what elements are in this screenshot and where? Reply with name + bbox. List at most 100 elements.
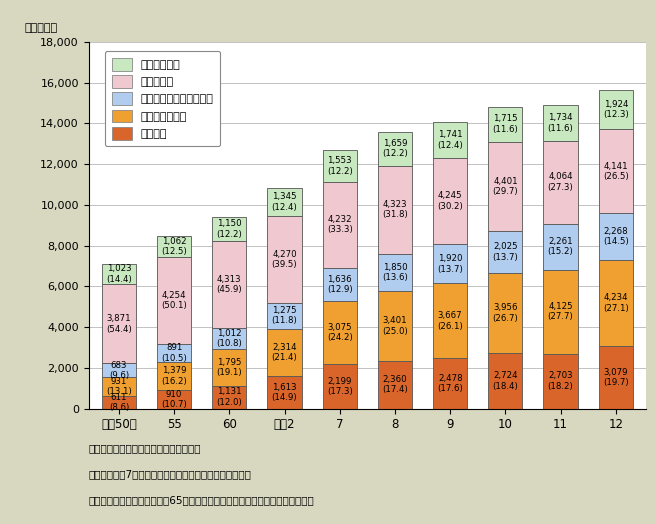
Text: 4,323
(31.8): 4,323 (31.8) [382, 200, 408, 219]
Text: 2,703
(18.2): 2,703 (18.2) [548, 372, 573, 391]
Text: 4,254
(50.1): 4,254 (50.1) [161, 291, 187, 310]
Bar [543, 140, 578, 224]
Bar [378, 254, 412, 291]
Text: 1,659
(12.2): 1,659 (12.2) [382, 139, 408, 158]
Text: 1,131
(12.0): 1,131 (12.0) [216, 387, 242, 407]
Text: 1,924
(12.3): 1,924 (12.3) [603, 100, 628, 119]
Bar [213, 241, 247, 329]
Text: （注２）（　）内の数字は、65歳以上の者のいる世帯総数に占める割合（％）: （注２）（ ）内の数字は、65歳以上の者のいる世帯総数に占める割合（％） [89, 495, 314, 505]
Text: 3,401
(25.0): 3,401 (25.0) [382, 316, 408, 336]
Bar [213, 217, 247, 241]
Text: 4,270
(39.5): 4,270 (39.5) [272, 249, 297, 269]
Bar [268, 329, 302, 376]
Text: 611
(8.6): 611 (8.6) [109, 393, 129, 412]
Text: 1,553
(12.2): 1,553 (12.2) [327, 156, 353, 176]
Bar [488, 141, 522, 231]
Text: （注１）平成7年の数値は、兵庫県を除いたものである。: （注１）平成7年の数値は、兵庫県を除いたものである。 [89, 469, 251, 479]
Text: 2,199
(17.3): 2,199 (17.3) [327, 377, 353, 396]
Text: 2,360
(17.4): 2,360 (17.4) [382, 375, 408, 395]
Bar [268, 376, 302, 409]
Bar [323, 364, 357, 409]
Text: 1,150
(12.2): 1,150 (12.2) [216, 219, 242, 238]
Text: 4,125
(27.7): 4,125 (27.7) [548, 302, 573, 321]
Text: 683
(9.6): 683 (9.6) [109, 361, 129, 380]
Bar [433, 244, 467, 283]
Text: 4,245
(30.2): 4,245 (30.2) [438, 191, 463, 211]
Text: 2,314
(21.4): 2,314 (21.4) [272, 343, 297, 362]
Text: 2,724
(18.4): 2,724 (18.4) [493, 372, 518, 391]
Bar [488, 231, 522, 272]
Text: 910
(10.7): 910 (10.7) [161, 390, 187, 409]
Bar [599, 129, 633, 213]
Bar [378, 361, 412, 409]
Bar [323, 182, 357, 268]
Bar [488, 272, 522, 353]
Bar [433, 358, 467, 409]
Bar [543, 224, 578, 269]
Bar [378, 291, 412, 361]
Text: 1,012
(10.8): 1,012 (10.8) [216, 329, 242, 348]
Bar [599, 213, 633, 260]
Bar [599, 260, 633, 346]
Text: 2,478
(17.6): 2,478 (17.6) [438, 374, 463, 393]
Bar [323, 301, 357, 364]
Bar [323, 150, 357, 182]
Text: 3,871
(54.4): 3,871 (54.4) [106, 314, 132, 334]
Text: 1,613
(14.9): 1,613 (14.9) [272, 383, 297, 402]
Bar [433, 123, 467, 158]
Text: 1,715
(11.6): 1,715 (11.6) [493, 114, 518, 134]
Text: 2,268
(14.5): 2,268 (14.5) [603, 227, 628, 246]
Text: 2,025
(13.7): 2,025 (13.7) [493, 242, 518, 261]
Text: 1,850
(13.6): 1,850 (13.6) [382, 263, 408, 282]
Bar [323, 268, 357, 301]
Bar [157, 236, 192, 257]
Text: 4,141
(26.5): 4,141 (26.5) [603, 161, 628, 181]
Text: 4,401
(29.7): 4,401 (29.7) [493, 177, 518, 196]
Text: 4,234
(27.1): 4,234 (27.1) [603, 293, 628, 312]
Bar [102, 377, 136, 396]
Text: 4,064
(27.3): 4,064 (27.3) [548, 172, 573, 192]
Bar [157, 362, 192, 390]
Text: 891
(10.5): 891 (10.5) [161, 343, 187, 363]
Text: 1,275
(11.8): 1,275 (11.8) [272, 306, 297, 325]
Bar [488, 353, 522, 409]
Text: 3,079
(19.7): 3,079 (19.7) [603, 368, 628, 387]
Bar [488, 107, 522, 141]
Bar [543, 269, 578, 354]
Bar [378, 166, 412, 254]
Text: 1,345
(12.4): 1,345 (12.4) [272, 192, 297, 212]
Bar [157, 390, 192, 409]
Text: 1,062
(12.5): 1,062 (12.5) [161, 237, 187, 256]
Bar [378, 132, 412, 166]
Text: 1,920
(13.7): 1,920 (13.7) [438, 254, 463, 274]
Bar [157, 257, 192, 344]
Text: 2,261
(15.2): 2,261 (15.2) [548, 237, 573, 256]
Legend: その他の世帯, 三世代世帯, 親と未婚の子のみの世帯, 夫婦のみの世帯, 単独世帯: その他の世帯, 三世代世帯, 親と未婚の子のみの世帯, 夫婦のみの世帯, 単独世… [105, 51, 220, 146]
Text: 3,667
(26.1): 3,667 (26.1) [438, 311, 463, 331]
Text: 931
(13.1): 931 (13.1) [106, 377, 132, 397]
Text: 1,636
(12.9): 1,636 (12.9) [327, 275, 352, 294]
Bar [213, 329, 247, 349]
Bar [543, 105, 578, 140]
Text: 1,379
(16.2): 1,379 (16.2) [161, 366, 187, 386]
Bar [102, 285, 136, 363]
Bar [599, 90, 633, 129]
Bar [433, 158, 467, 244]
Bar [102, 363, 136, 377]
Bar [102, 396, 136, 409]
Text: 1,795
(19.1): 1,795 (19.1) [216, 358, 242, 377]
Text: 資料：厚生労働省「国民生活基礎調査」: 資料：厚生労働省「国民生活基礎調査」 [89, 443, 201, 453]
Text: 3,956
(26.7): 3,956 (26.7) [493, 303, 518, 323]
Bar [213, 349, 247, 386]
Text: 3,075
(24.2): 3,075 (24.2) [327, 323, 353, 342]
Text: 1,734
(11.6): 1,734 (11.6) [548, 113, 573, 133]
Text: 4,232
(33.3): 4,232 (33.3) [327, 215, 353, 235]
Text: （千世帯）: （千世帯） [24, 23, 58, 33]
Text: 1,023
(14.4): 1,023 (14.4) [106, 265, 132, 284]
Bar [157, 344, 192, 362]
Bar [102, 264, 136, 285]
Bar [433, 283, 467, 358]
Bar [268, 216, 302, 303]
Bar [268, 188, 302, 216]
Text: 4,313
(45.9): 4,313 (45.9) [216, 275, 242, 294]
